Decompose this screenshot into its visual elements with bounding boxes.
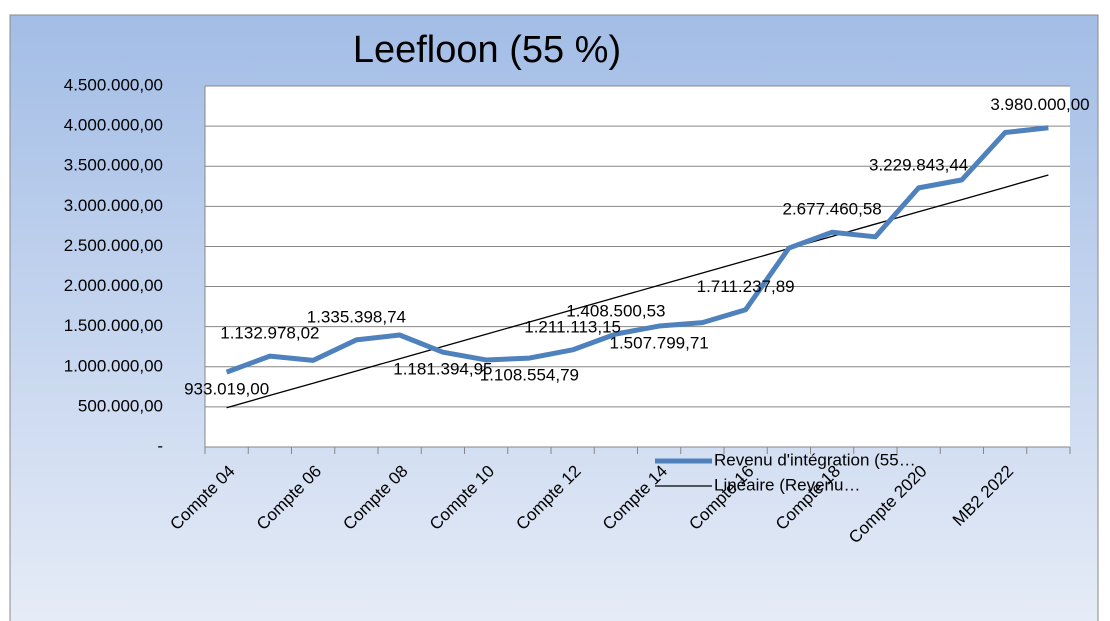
data-label: 933.019,00	[184, 380, 269, 399]
data-label: 1.711.237,89	[697, 277, 795, 296]
plot-area	[205, 86, 1070, 447]
y-tick-label: 4.500.000,00	[64, 75, 163, 94]
trend-line	[226, 174, 1049, 409]
y-tick-label: 4.000.000,00	[64, 116, 163, 135]
data-label: 1.108.554,79	[480, 366, 579, 385]
data-label: 3.980.000,00	[990, 95, 1089, 114]
data-label: 2.677.460,58	[782, 200, 881, 219]
y-tick-label: 1.500.000,00	[64, 316, 163, 335]
y-tick-label: 2.500.000,00	[64, 236, 163, 255]
data-label: 1.211.113,15	[524, 317, 621, 336]
y-tick-label: -	[157, 436, 163, 455]
legend-label: Revenu d'intégration (55…	[714, 450, 916, 469]
data-label: 3.229.843,44	[869, 155, 968, 174]
y-tick-label: 1.000.000,00	[64, 356, 163, 375]
y-tick-label: 3.000.000,00	[64, 196, 163, 215]
data-label: 1.507.799,71	[609, 334, 708, 353]
data-label: 1.335.398,74	[307, 307, 406, 326]
y-tick-label: 500.000,00	[78, 396, 163, 415]
data-label: 1.181.394,95	[393, 360, 492, 379]
data-label: 1.408.500,53	[566, 301, 665, 320]
y-tick-label: 2.000.000,00	[64, 276, 163, 295]
chart-title: Leefloon (55 %)	[353, 29, 621, 71]
y-tick-label: 3.500.000,00	[64, 156, 163, 175]
data-label: 1.132.978,02	[220, 324, 319, 343]
legend-label: Linéaire (Revenu…	[714, 475, 860, 494]
data-line	[225, 125, 1049, 375]
